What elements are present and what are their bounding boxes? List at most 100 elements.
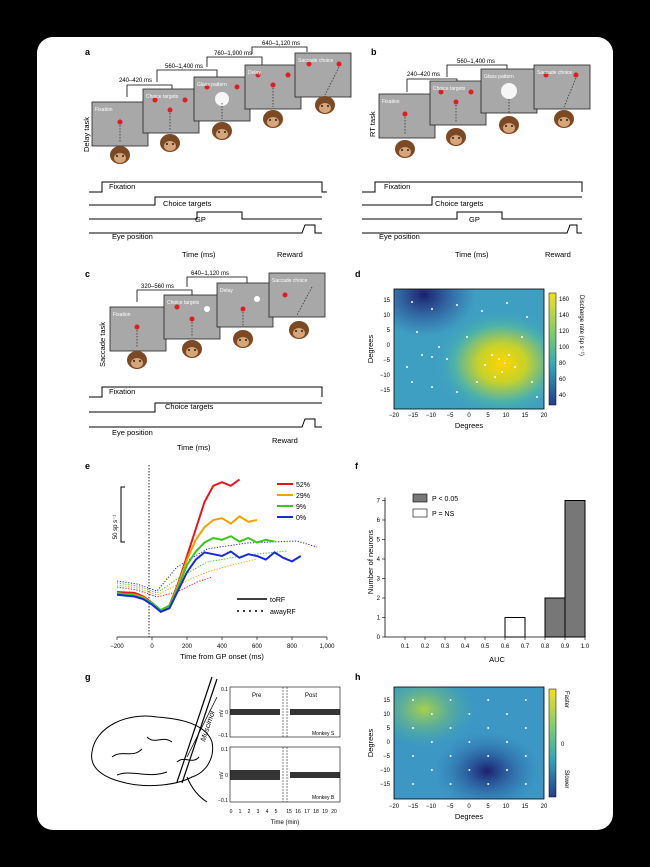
svg-text:60: 60 [559, 377, 566, 383]
panel-c-time-label: Time (ms) [177, 443, 211, 452]
svg-text:0.1: 0.1 [221, 687, 228, 693]
panel-b-timing-1: 240–420 ms [407, 72, 440, 78]
svg-text:5: 5 [486, 804, 490, 810]
panel-c-letter: c [85, 269, 90, 279]
f-xtick-label: 0.2 [421, 644, 430, 650]
brain-drawing [91, 676, 218, 803]
panel-f-letter: f [355, 461, 359, 471]
panel-e-xticks: −200 0 200 400 600 800 1,000 [110, 637, 335, 650]
figure-svg: a Delay task 240–420 ms 560–1,400 ms 760… [82, 41, 591, 826]
panel-f-xticks: 0.1 0.2 0.3 0.4 0.5 0.6 0.7 0.8 0.9 1.0 [401, 637, 590, 650]
panel-a-screen-3: Glass pattern [197, 82, 227, 88]
panel-g-xticks: 0 1 2 3 4 5 15 16 17 18 19 20 [230, 809, 337, 815]
legend-9: 9% [296, 504, 306, 511]
panel-f-yticks: 0 1 2 3 4 5 6 7 [377, 499, 385, 641]
panel-h-letter: h [355, 672, 361, 682]
svg-text:15: 15 [522, 413, 529, 419]
svg-text:15: 15 [383, 698, 390, 704]
svg-text:5: 5 [387, 726, 391, 732]
h-grid-point [468, 741, 471, 743]
h-grid-point [487, 755, 490, 757]
panel-a-timing-brackets [126, 46, 308, 97]
svg-text:−15: −15 [380, 388, 391, 394]
panel-e-letter: e [85, 461, 90, 471]
legend-29: 29% [296, 493, 310, 500]
svg-text:−5: −5 [383, 358, 391, 364]
panel-b-time-label: Time (ms) [455, 250, 489, 259]
svg-text:0: 0 [467, 804, 471, 810]
g-xtick-label: 20 [331, 809, 337, 815]
h-grid-point [468, 769, 471, 771]
h-grid-point [524, 727, 527, 729]
f-xtick-label: 0.4 [461, 644, 470, 650]
g-xtick-label: 4 [266, 809, 269, 815]
panel-b-screen-4: Saccade choice [537, 70, 573, 76]
svg-text:−5: −5 [383, 754, 391, 760]
h-grid-point [449, 699, 452, 701]
g-xtick-label: 1 [239, 809, 242, 815]
panel-c-timing-2: 640–1,120 ms [191, 271, 229, 277]
figure-page: a Delay task 240–420 ms 560–1,400 ms 760… [37, 37, 613, 830]
svg-text:0: 0 [467, 413, 471, 419]
h-grid-point [487, 783, 490, 785]
recording-trace-monkey-s [229, 686, 341, 738]
svg-text:−15: −15 [380, 782, 391, 788]
panel-c-trace-fixation: Fixation [109, 387, 135, 396]
f-bar [544, 597, 566, 638]
recording-trace-monkey-b [229, 746, 341, 803]
f-ytick-label: 4 [377, 557, 381, 563]
panel-a-traces [89, 181, 327, 234]
svg-text:140: 140 [559, 313, 570, 319]
g-xtick-label: 16 [295, 809, 301, 815]
svg-text:0: 0 [225, 710, 228, 716]
h-grid-point [506, 769, 508, 771]
svg-text:10: 10 [503, 413, 510, 419]
panel-a-screens [91, 52, 352, 147]
panel-b-trace-gp: GP [469, 215, 480, 224]
panel-h-heatmap [393, 686, 545, 800]
panel-e-scalebar [120, 486, 125, 543]
panel-a-task-label: Delay task [82, 117, 91, 152]
h-grid-point [524, 783, 527, 785]
panel-g-pre: Pre [252, 693, 262, 699]
e-xtick-label: 600 [252, 644, 263, 650]
panel-c-screen-3: Delay [220, 288, 233, 294]
svg-text:−15: −15 [408, 413, 419, 419]
e-xtick-label: −200 [110, 644, 124, 650]
g-xtick-label: 0 [230, 809, 233, 815]
panel-a-screen-4: Delay [248, 70, 261, 76]
panel-d-xticks: −20 −15 −10 −5 0 5 10 15 20 [389, 413, 548, 419]
g-xtick-label: 3 [257, 809, 260, 815]
svg-text:80: 80 [559, 361, 566, 367]
panel-c-trace-targets: Choice targets [165, 402, 214, 411]
panel-g-yunit-1: mV [219, 709, 225, 717]
g-xtick-label: 18 [313, 809, 319, 815]
svg-text:10: 10 [503, 804, 510, 810]
panel-h-colorbar-mid: 0 [561, 742, 565, 748]
panel-c-traces [89, 386, 323, 428]
panel-c-task-label: Saccade task [98, 322, 107, 367]
panel-a-trace-eye: Eye position [112, 232, 153, 241]
f-bar [564, 500, 586, 638]
f-ytick-label: 0 [377, 635, 381, 641]
h-grid-point [412, 699, 414, 701]
panel-g-yticks: 0.1 0 −0.1 0.1 0 −0.1 [218, 687, 228, 804]
panel-b-reward: Reward [545, 250, 571, 259]
panel-d-heatmap [393, 288, 545, 410]
h-grid-point [449, 783, 452, 785]
h-grid-point [506, 741, 508, 743]
svg-text:−5: −5 [447, 413, 455, 419]
legend-torf: toRF [270, 597, 285, 604]
svg-text:0: 0 [387, 740, 391, 746]
panel-a-screen-2: Choice targets [146, 94, 179, 100]
e-xtick-label: 0 [150, 644, 154, 650]
panel-a-time-label: Time (ms) [182, 250, 216, 259]
panel-h-xlabel: Degrees [455, 812, 484, 821]
panel-b-screens [378, 64, 591, 139]
panel-a-screen-1: Fixation [95, 107, 113, 113]
svg-text:5: 5 [387, 328, 391, 334]
panel-c-timing-brackets [136, 276, 248, 302]
panel-a-timing-4: 640–1,120 ms [262, 41, 300, 47]
panel-a-reward: Reward [277, 250, 303, 259]
svg-text:−0.1: −0.1 [218, 798, 228, 804]
